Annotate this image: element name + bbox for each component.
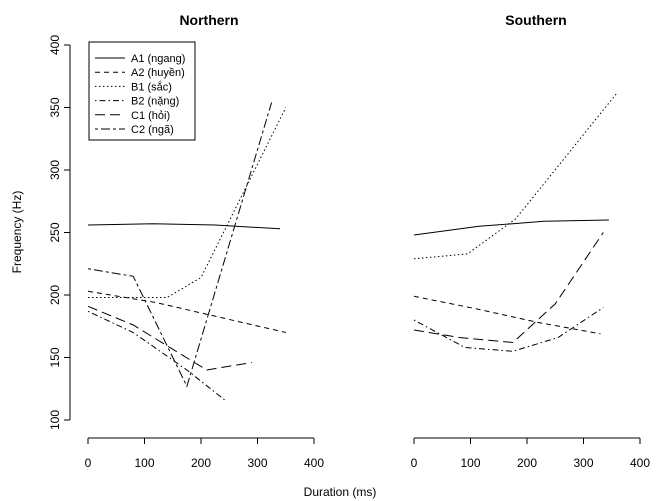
series-line-northern [87, 102, 273, 388]
x-tick-label: 200 [191, 456, 211, 470]
series-line-southern [413, 232, 604, 344]
series-line-northern [87, 310, 227, 402]
northern-panel-title: Northern [179, 12, 238, 28]
axes: 0 100 200 300 400 0 100 200 300 400 100 150 200 250 30… [48, 35, 650, 470]
x-tick-label: 400 [630, 456, 650, 470]
x-tick-label: 100 [460, 456, 480, 470]
x-tick-label: 0 [85, 456, 92, 470]
series-line-southern [413, 295, 601, 335]
series-line-northern [87, 305, 252, 371]
x-tick-label: 100 [134, 456, 154, 470]
y-tick-label: 400 [48, 35, 62, 55]
legend-label: A1 (ngang) [131, 53, 185, 65]
southern-panel-title: Southern [505, 12, 566, 28]
y-tick-label: 250 [48, 222, 62, 242]
legend-label: B2 (nặng) [131, 96, 179, 108]
series-line-southern [413, 92, 618, 260]
legend-label: A2 (huyền) [131, 67, 185, 79]
x-tick-label: 400 [304, 456, 324, 470]
x-tick-label: 0 [411, 456, 418, 470]
x-tick-label: 300 [573, 456, 593, 470]
x-tick-label: 200 [517, 456, 537, 470]
legend-label: C2 (ngã) [131, 124, 174, 136]
y-tick-label: 350 [48, 97, 62, 117]
y-tick-label: 300 [48, 160, 62, 180]
y-axis-label: Frequency (Hz) [10, 191, 24, 274]
series-line-southern [413, 219, 609, 236]
y-tick-label: 200 [48, 285, 62, 305]
x-axis-label: Duration (ms) [304, 485, 377, 499]
series-line-northern [87, 223, 281, 230]
legend-label: B1 (sắc) [131, 80, 172, 93]
legend-label: C1 (hỏi) [131, 110, 170, 122]
series-line-southern [413, 307, 604, 352]
y-tick-label: 150 [48, 347, 62, 367]
series-line-northern [88, 107, 287, 298]
y-tick-label: 100 [48, 410, 62, 430]
x-tick-label: 300 [247, 456, 267, 470]
legend: A1 (ngang) A2 (huyền)B1 (sắc) B2 (nặng) C1 … [88, 41, 196, 141]
plot-area [87, 92, 618, 402]
series-line-northern [87, 290, 286, 333]
